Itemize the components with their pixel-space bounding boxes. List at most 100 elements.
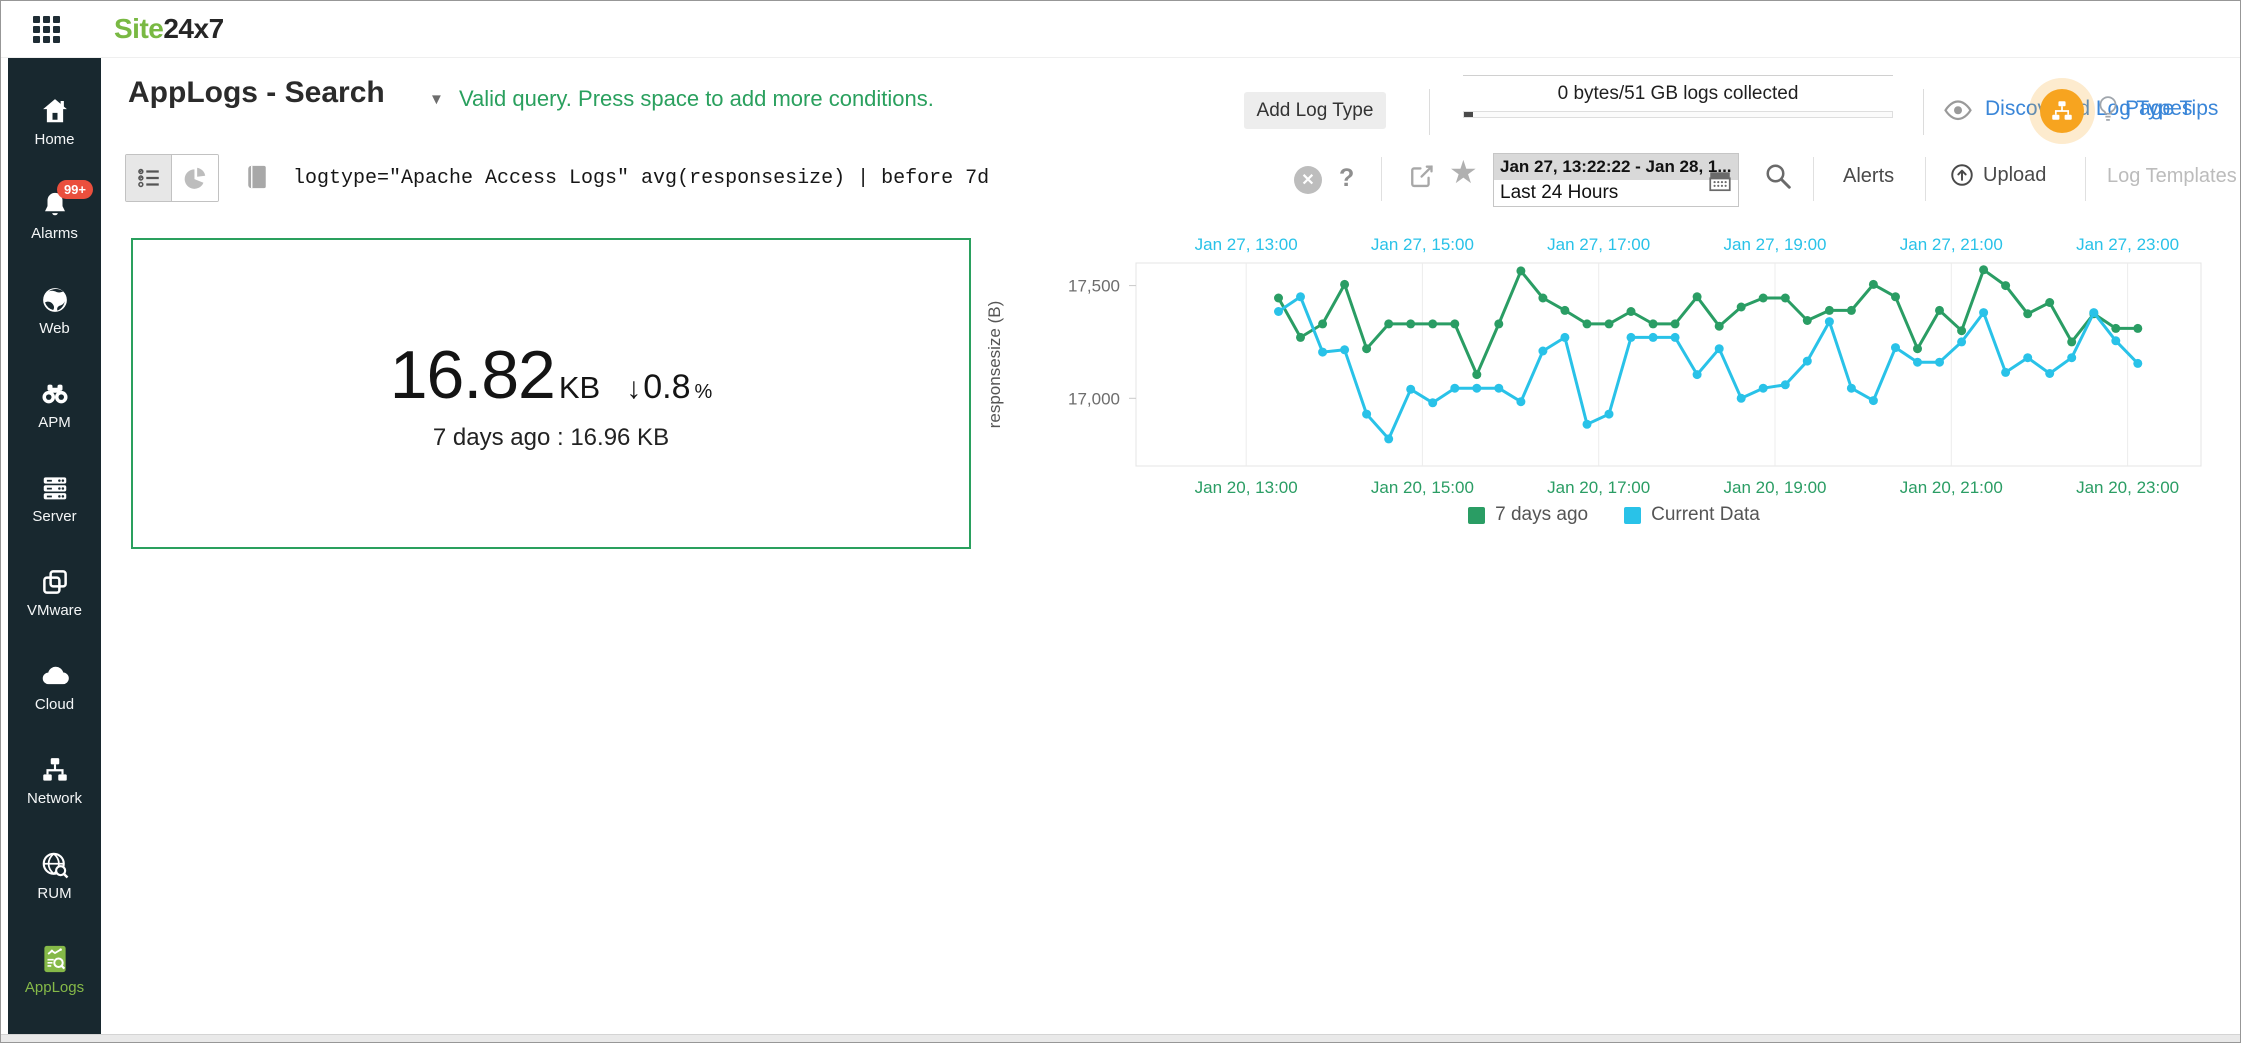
sidebar-item-home[interactable]: Home: [8, 92, 101, 152]
svg-text:Jan 20, 21:00: Jan 20, 21:00: [1900, 478, 2003, 497]
discovered-log-types-link[interactable]: Discovered Log Types: [1985, 97, 2193, 120]
sidebar-item-label: Home: [34, 131, 75, 149]
page-tips-link[interactable]: Page Tips: [2125, 97, 2219, 120]
app-grid-icon[interactable]: [33, 16, 61, 44]
divider: [1429, 89, 1430, 135]
svg-text:Jan 27, 23:00: Jan 27, 23:00: [2076, 235, 2179, 254]
lightbulb-icon: [2095, 95, 2121, 123]
search-icon[interactable]: [1763, 161, 1793, 191]
vmware-icon: [40, 567, 70, 597]
sidebar-item-alarms[interactable]: Alarms 99+: [8, 180, 101, 246]
share-query-icon[interactable]: [1407, 162, 1435, 190]
sidebar-item-label: Web: [39, 319, 70, 337]
sidebar-item-network[interactable]: Network: [8, 751, 101, 811]
logs-usage-text: 0 bytes/51 GB logs collected: [1557, 83, 1799, 104]
legend-item-7-days-ago[interactable]: 7 days ago: [1468, 504, 1588, 526]
sidebar-item-web[interactable]: Web: [8, 281, 101, 341]
sidebar-item-apm[interactable]: APM: [8, 375, 101, 435]
svg-text:Jan 20, 19:00: Jan 20, 19:00: [1723, 478, 1826, 497]
page-tips-highlight[interactable]: [2029, 78, 2095, 144]
divider: [1381, 157, 1382, 201]
applogs-icon: [40, 944, 70, 974]
cloud-icon: [40, 661, 70, 691]
rum-icon: [40, 850, 70, 880]
result-view-toggle: [125, 154, 219, 202]
svg-text:responsesize (B): responsesize (B): [986, 301, 1004, 429]
time-range-picker[interactable]: Jan 27, 13:22:22 - Jan 28, 1... Last 24 …: [1493, 153, 1739, 207]
down-arrow-icon: ↓: [626, 371, 642, 405]
sidebar-item-label: RUM: [37, 884, 72, 902]
query-help-icon[interactable]: ?: [1339, 164, 1355, 192]
clear-query-icon[interactable]: ✕: [1294, 166, 1322, 194]
sidebar-item-applogs[interactable]: AppLogs: [8, 940, 101, 1000]
sidebar-item-vmware[interactable]: VMware: [8, 563, 101, 623]
sidebar-item-cloud[interactable]: Cloud: [8, 657, 101, 717]
sidebar-nav: Home Alarms 99+ Web APM Server VMware Cloud Netw…: [8, 58, 101, 1034]
query-validation-message: Valid query. Press space to add more con…: [459, 86, 934, 111]
logs-usage-progress-fill: [1464, 112, 1473, 117]
add-log-type-button[interactable]: Add Log Type: [1244, 92, 1386, 129]
divider: [2085, 157, 2086, 201]
time-range-value: Jan 27, 13:22:22 - Jan 28, 1...: [1494, 154, 1738, 180]
legend-item-current-data[interactable]: Current Data: [1624, 504, 1760, 526]
top-bar: Site24x7: [1, 1, 2240, 58]
svg-text:Jan 20, 23:00: Jan 20, 23:00: [2076, 478, 2179, 497]
divider: [1813, 157, 1814, 201]
svg-text:Jan 27, 13:00: Jan 27, 13:00: [1195, 235, 1298, 254]
sitemap-icon: [2040, 89, 2084, 133]
binoculars-icon: [40, 379, 70, 409]
horizontal-scrollbar[interactable]: [1, 1034, 2240, 1042]
svg-text:Jan 27, 19:00: Jan 27, 19:00: [1723, 235, 1826, 254]
comparison-chart-svg: Jan 27, 13:00 Jan 20, 13:00 Jan 27, 15:00 J…: [985, 235, 2202, 497]
network-icon: [40, 755, 70, 785]
log-templates-button: Log Templates: [2107, 165, 2237, 187]
globe-icon: [40, 285, 70, 315]
server-icon: [40, 473, 70, 503]
svg-text:Jan 27, 21:00: Jan 27, 21:00: [1900, 235, 2003, 254]
divider: [1923, 89, 1924, 135]
logs-usage-progressbar: [1463, 111, 1893, 118]
stat-value-line: 16.82 KB ↓ 0.8 %: [390, 336, 713, 414]
avg-responsesize-stat-card: 16.82 KB ↓ 0.8 % 7 days ago : 16.96 KB: [131, 238, 971, 549]
sidebar-item-label: AppLogs: [24, 978, 85, 996]
stat-delta-value: 0.8: [643, 367, 691, 406]
calendar-icon: [1707, 168, 1733, 194]
list-view-button[interactable]: [126, 155, 172, 201]
saved-queries-icon[interactable]: [243, 163, 271, 191]
time-range-preset: Last 24 Hours: [1494, 180, 1738, 206]
sidebar-item-label: Server: [32, 507, 77, 525]
chevron-down-icon[interactable]: ▼: [429, 91, 444, 108]
upload-icon: [1951, 164, 1973, 186]
responsesize-comparison-chart: Jan 27, 13:00 Jan 20, 13:00 Jan 27, 15:00 J…: [985, 229, 2240, 505]
legend-label: Current Data: [1651, 504, 1760, 525]
alerts-button[interactable]: Alerts: [1843, 165, 1895, 187]
chart-legend: 7 days ago Current Data: [986, 504, 2240, 526]
eye-icon[interactable]: [1943, 99, 1973, 123]
sidebar-item-label: APM: [38, 413, 71, 431]
upload-label: Upload: [1983, 163, 2047, 186]
home-icon: [40, 96, 70, 126]
sidebar-item-server[interactable]: Server: [8, 469, 101, 529]
svg-text:Jan 20, 15:00: Jan 20, 15:00: [1371, 478, 1474, 497]
stat-unit: KB: [558, 369, 601, 405]
legend-swatch: [1468, 506, 1486, 524]
logs-usage-widget: 0 bytes/51 GB logs collected: [1463, 75, 1893, 118]
svg-text:Jan 27, 15:00: Jan 27, 15:00: [1371, 235, 1474, 254]
favorite-star-icon[interactable]: ★: [1449, 154, 1478, 190]
stat-value: 16.82: [389, 336, 556, 413]
svg-text:17,500: 17,500: [1068, 277, 1120, 296]
sidebar-item-label: Cloud: [34, 696, 75, 714]
chart-view-button[interactable]: [172, 155, 218, 201]
sidebar-item-label: VMware: [26, 602, 82, 620]
search-query-input[interactable]: logtype="Apache Access Logs" avg(respons…: [293, 167, 990, 190]
svg-text:Jan 20, 13:00: Jan 20, 13:00: [1195, 478, 1298, 497]
sidebar-item-rum[interactable]: RUM: [8, 846, 101, 906]
legend-label: 7 days ago: [1495, 504, 1589, 525]
upload-button[interactable]: Upload: [1949, 162, 2046, 188]
site24x7-logo[interactable]: Site24x7: [114, 13, 224, 44]
legend-swatch: [1624, 506, 1642, 524]
bell-icon: [40, 190, 70, 220]
page-title[interactable]: AppLogs - Search: [128, 76, 385, 109]
sidebar-item-label: Alarms: [31, 225, 78, 243]
